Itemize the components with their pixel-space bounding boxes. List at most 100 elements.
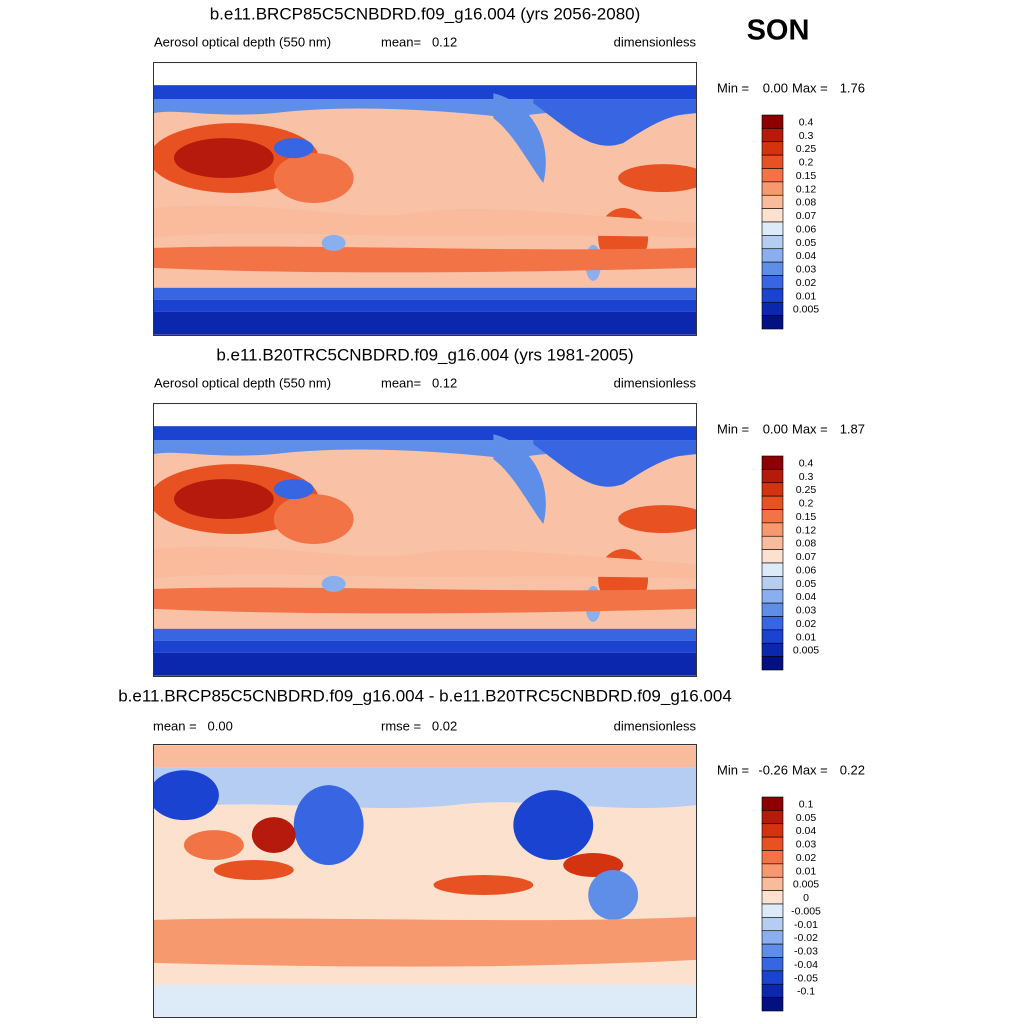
min-label: Min = <box>717 762 749 777</box>
colorbar-label: 0.15 <box>796 511 817 523</box>
min-label: Min = <box>717 80 749 95</box>
colorbar-label: 0.03 <box>796 605 817 617</box>
colorbar-label: -0.02 <box>794 932 818 944</box>
colorbar-label: 0.01 <box>796 631 817 643</box>
colorbar-label: 0.06 <box>796 564 817 576</box>
colorbar-label: 0.005 <box>793 879 819 891</box>
colorbar-box <box>761 495 784 510</box>
colorbar-box <box>761 970 784 985</box>
colorbar-box <box>761 930 784 945</box>
map-field <box>154 745 696 1017</box>
colorbar-box <box>761 796 784 811</box>
max-label: Max = <box>792 762 828 777</box>
colorbar-box <box>761 562 784 577</box>
colorbar-label: -0.03 <box>794 946 818 958</box>
colorbar-label: 0.04 <box>796 825 817 837</box>
colorbar-label: 0 <box>803 892 809 904</box>
colorbar-label: 0.2 <box>799 498 814 510</box>
map-field <box>154 63 696 335</box>
colorbar-box <box>761 154 784 169</box>
colorbar-label: 0.12 <box>796 524 817 536</box>
colorbar-label: 0.05 <box>796 578 817 590</box>
right-label: dimensionless <box>614 34 697 49</box>
colorbar-box <box>761 522 784 537</box>
min-label: Min = <box>717 421 749 436</box>
colorbar-label: 0.005 <box>793 304 819 316</box>
colorbar-label: 0.4 <box>799 116 814 128</box>
min-value: 0.00 <box>763 80 788 95</box>
left-label: mean = 0.00 <box>153 718 233 733</box>
colorbar-box <box>761 482 784 497</box>
colorbar-box <box>761 194 784 209</box>
colorbar-box <box>761 642 784 657</box>
right-label: dimensionless <box>614 718 697 733</box>
colorbar-box <box>761 221 784 236</box>
right-label: dimensionless <box>614 375 697 390</box>
colorbar-label: 0.2 <box>799 157 814 169</box>
map-field <box>154 404 696 676</box>
colorbar-box <box>761 455 784 470</box>
colorbar-label: 0.05 <box>796 812 817 824</box>
max-label: Max = <box>792 80 828 95</box>
left-label: Aerosol optical depth (550 nm) <box>154 34 331 49</box>
center-label: mean= 0.12 <box>381 34 457 49</box>
colorbar-label: -0.05 <box>794 972 818 984</box>
colorbar-box <box>761 288 784 303</box>
colorbar-box <box>761 836 784 851</box>
colorbar-box <box>761 850 784 865</box>
colorbar-box <box>761 602 784 617</box>
panel: b.e11.BRCP85C5CNBDRD.f09_g16.004 (yrs 20… <box>153 4 865 336</box>
map-frame <box>153 403 697 677</box>
colorbar-box <box>761 535 784 550</box>
panel: b.e11.BRCP85C5CNBDRD.f09_g16.004 - b.e11… <box>118 686 865 1018</box>
colorbar-box <box>761 509 784 524</box>
colorbar-box <box>761 114 784 129</box>
panel: b.e11.B20TRC5CNBDRD.f09_g16.004 (yrs 198… <box>153 345 865 677</box>
max-label: Max = <box>792 421 828 436</box>
max-value: 0.22 <box>840 762 865 777</box>
center-label: rmse = 0.02 <box>381 718 457 733</box>
colorbar-box <box>761 903 784 918</box>
colorbar-box <box>761 656 784 671</box>
min-value: 0.00 <box>763 421 788 436</box>
max-value: 1.87 <box>840 421 865 436</box>
map-frame <box>153 744 697 1018</box>
colorbar-box <box>761 876 784 891</box>
colorbar-label: -0.04 <box>794 959 818 971</box>
colorbar-box <box>761 983 784 998</box>
colorbar-box <box>761 168 784 183</box>
colorbar-label: 0.3 <box>799 130 814 142</box>
colorbar-box <box>761 917 784 932</box>
colorbar-box <box>761 235 784 250</box>
colorbar-box <box>761 890 784 905</box>
left-label: Aerosol optical depth (550 nm) <box>154 375 331 390</box>
colorbar-box <box>761 469 784 484</box>
center-label: mean= 0.12 <box>381 375 457 390</box>
colorbar-label: 0.01 <box>796 290 817 302</box>
colorbar-label: 0.4 <box>799 457 814 469</box>
colorbar-label: 0.04 <box>796 250 817 262</box>
colorbar-label: 0.02 <box>796 618 817 630</box>
colorbar-label: -0.005 <box>791 905 821 917</box>
colorbar-label: 0.07 <box>796 210 817 222</box>
colorbar-box <box>761 261 784 276</box>
colorbar-box <box>761 576 784 591</box>
colorbar-label: -0.01 <box>794 919 818 931</box>
colorbar-label: 0.03 <box>796 264 817 276</box>
colorbar-box <box>761 616 784 631</box>
colorbar-label: -0.1 <box>797 986 815 998</box>
colorbar-label: 0.08 <box>796 197 817 209</box>
colorbar-label: 0.02 <box>796 277 817 289</box>
colorbar-label: 0.03 <box>796 839 817 851</box>
colorbar-box <box>761 208 784 223</box>
colorbar-box <box>761 823 784 838</box>
colorbar-label: 0.02 <box>796 852 817 864</box>
map-frame <box>153 62 697 336</box>
colorbar-box <box>761 301 784 316</box>
season-label: SON <box>747 15 810 47</box>
min-value: -0.26 <box>758 762 788 777</box>
max-value: 1.76 <box>840 80 865 95</box>
colorbar-box <box>761 141 784 156</box>
colorbar-label: 0.06 <box>796 223 817 235</box>
